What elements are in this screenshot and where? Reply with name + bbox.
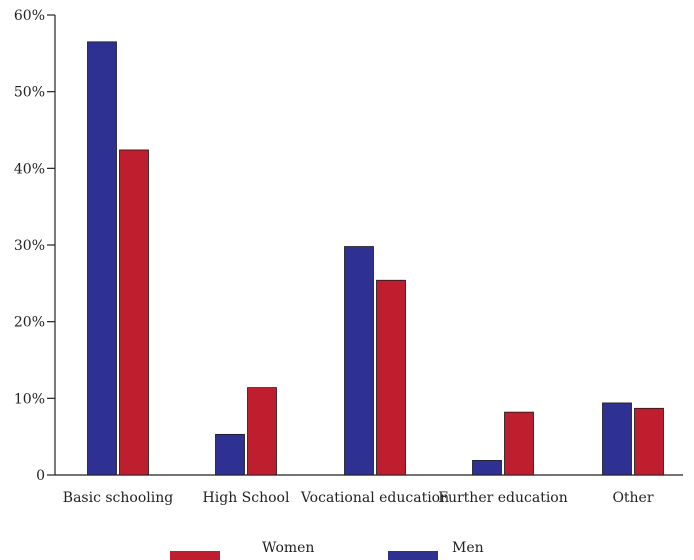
bar-women	[247, 387, 277, 476]
bar-women	[504, 411, 534, 476]
y-tick-label: 40%	[14, 161, 45, 177]
y-tick-label: 10%	[14, 391, 45, 407]
x-category-label: Other	[612, 490, 653, 506]
legend-label-men: Men	[452, 540, 484, 556]
x-axis: Basic schooling High School Vocational edu…	[55, 474, 683, 506]
bars	[87, 41, 664, 476]
bar-women	[376, 279, 406, 476]
bar-men	[87, 41, 117, 476]
y-axis: 0 10% 20% 30% 40% 50% 60%	[14, 8, 56, 484]
legend-swatch-women	[170, 551, 220, 560]
y-tick-label: 30%	[14, 238, 45, 254]
x-category-label: High School	[203, 490, 290, 506]
x-category-label: Further education	[438, 490, 568, 506]
legend-swatch-men	[388, 551, 438, 560]
y-tick-label: 60%	[14, 8, 45, 24]
bar-men	[344, 246, 374, 476]
bar-women	[634, 407, 664, 476]
x-category-label: Basic schooling	[63, 490, 173, 506]
bar-men	[472, 460, 502, 476]
bar-women	[119, 149, 149, 476]
y-tick-label: 50%	[14, 85, 45, 101]
y-tick-label: 20%	[14, 315, 45, 331]
bar-men	[215, 433, 245, 476]
legend: Women Men	[170, 540, 484, 560]
y-tick-label: 0	[36, 468, 45, 484]
x-category-label: Vocational education	[300, 490, 449, 506]
legend-label-women: Women	[262, 540, 314, 556]
bar-men	[602, 402, 632, 476]
